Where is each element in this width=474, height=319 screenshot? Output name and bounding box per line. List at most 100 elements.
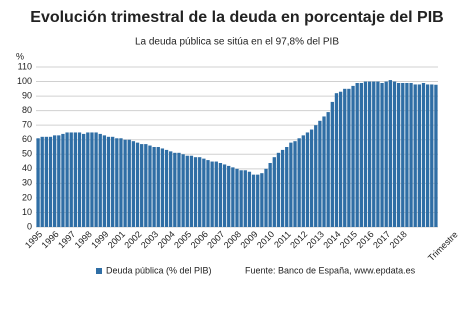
source: Fuente: Banco de España, www.epdata.es [245,265,416,275]
bar [376,81,380,227]
bar [227,165,231,227]
x-tick-label: 1998 [73,229,94,250]
bar [314,125,318,227]
bar [144,144,148,227]
bar [260,173,264,227]
bar [61,133,65,227]
bar [367,81,372,227]
bar [272,157,276,227]
bar [98,133,102,227]
y-tick-label: 90 [22,90,32,100]
x-tick-label: 2005 [172,229,193,250]
bar [380,83,384,227]
x-tick-label: 2002 [122,229,143,250]
bar [305,132,310,227]
y-tick-label: 60 [22,134,32,144]
bar [115,138,119,227]
bar [222,164,227,227]
y-tick-label: 0 [27,221,32,231]
legend-label: Deuda pública (% del PIB) [106,265,212,275]
bar [322,116,326,227]
bar [372,81,376,227]
bar [106,136,111,227]
bar [309,129,314,227]
y-tick-label: 100 [17,76,32,86]
bar [40,136,44,227]
bar [44,136,49,227]
bar [430,84,434,227]
bar [409,83,413,227]
bar [330,101,334,227]
y-tick-label: 50 [22,149,32,159]
y-tick-label: 80 [22,105,32,115]
bar [48,136,53,227]
bar [156,147,160,227]
chart-title: Evolución trimestral de la deuda en porc… [30,9,443,26]
y-tick-label: 40 [22,163,32,173]
bar [276,152,281,227]
bar [210,161,214,227]
bar [359,83,363,227]
bar [169,151,173,227]
bar [396,83,401,227]
bar [206,160,210,227]
x-tick-label: 2011 [272,229,293,250]
bar [289,142,293,227]
bar [140,144,144,227]
bar [189,155,194,227]
x-tick-label: 2017 [371,229,392,250]
bar [239,170,243,227]
x-tick-label: 2010 [255,229,276,250]
y-tick-label: 70 [22,120,32,130]
bar [135,142,140,227]
bar [338,91,343,228]
bar [434,84,438,227]
bar [251,174,256,227]
x-tick-label: 2018 [388,229,409,250]
bar [202,158,206,227]
bar [264,168,268,227]
bar [131,141,136,227]
bar [392,81,397,227]
bar [148,145,152,227]
bar [247,171,252,227]
bar [214,161,218,227]
x-tick-label: 2008 [222,229,243,250]
bar [388,80,392,227]
bar [193,157,198,227]
legend-swatch [96,268,102,274]
x-axis-label: Trimestre [426,229,460,263]
bar [127,139,131,227]
bar [36,138,40,227]
y-tick-label: 110 [18,61,32,71]
bar [297,138,301,227]
x-tick-label: 2003 [139,229,160,250]
x-tick-label: 2014 [321,229,342,250]
bar [301,135,305,227]
bar [123,139,127,227]
bar [351,85,355,227]
bar [235,168,239,227]
bar [90,132,94,227]
bar [405,83,409,227]
x-tick-label: 2006 [189,229,210,250]
chart-subtitle: La deuda pública se sitúa en el 97,8% de… [135,37,339,48]
bar [293,141,297,227]
x-tick-label: 1995 [23,229,44,250]
bar [285,147,289,227]
bar [82,133,86,227]
x-tick-label: 2007 [205,229,226,250]
bar [119,138,123,227]
y-tick-label: 30 [22,178,32,188]
bar [334,93,339,227]
y-tick-label: 20 [22,192,32,202]
bar [185,155,189,227]
bar [198,157,202,227]
bar [256,174,260,227]
bar [218,163,223,227]
x-tick-label: 2012 [288,229,309,250]
x-tick-label: 2016 [354,229,375,250]
bar [421,83,426,227]
bar [173,152,177,227]
